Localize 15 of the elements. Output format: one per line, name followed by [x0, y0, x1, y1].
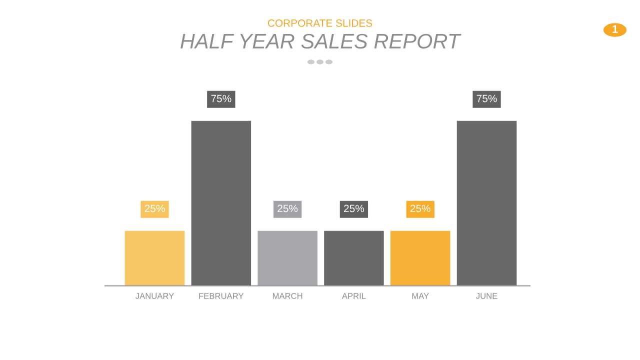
x-tick-label: APRIL [342, 293, 366, 299]
text: 1 [612, 25, 618, 33]
data-label: 75% [476, 94, 497, 102]
x-tick-label: JUNE [476, 293, 498, 299]
data-label: 25% [410, 204, 430, 212]
x-tick-label: MARCH [272, 293, 302, 299]
chart-title: HALF YEAR SALES REPORT [180, 34, 462, 49]
data-label: 25% [144, 204, 165, 212]
data-label: 25% [344, 204, 364, 212]
x-tick-label: FEBRUARY [199, 293, 244, 299]
data-label: 25% [278, 204, 298, 212]
chart-subtitle: CORPORATE SLIDES [268, 19, 372, 27]
x-tick-label: JANUARY [136, 293, 174, 299]
x-tick-label: MAY [412, 293, 429, 299]
data-label: 75% [211, 94, 232, 102]
